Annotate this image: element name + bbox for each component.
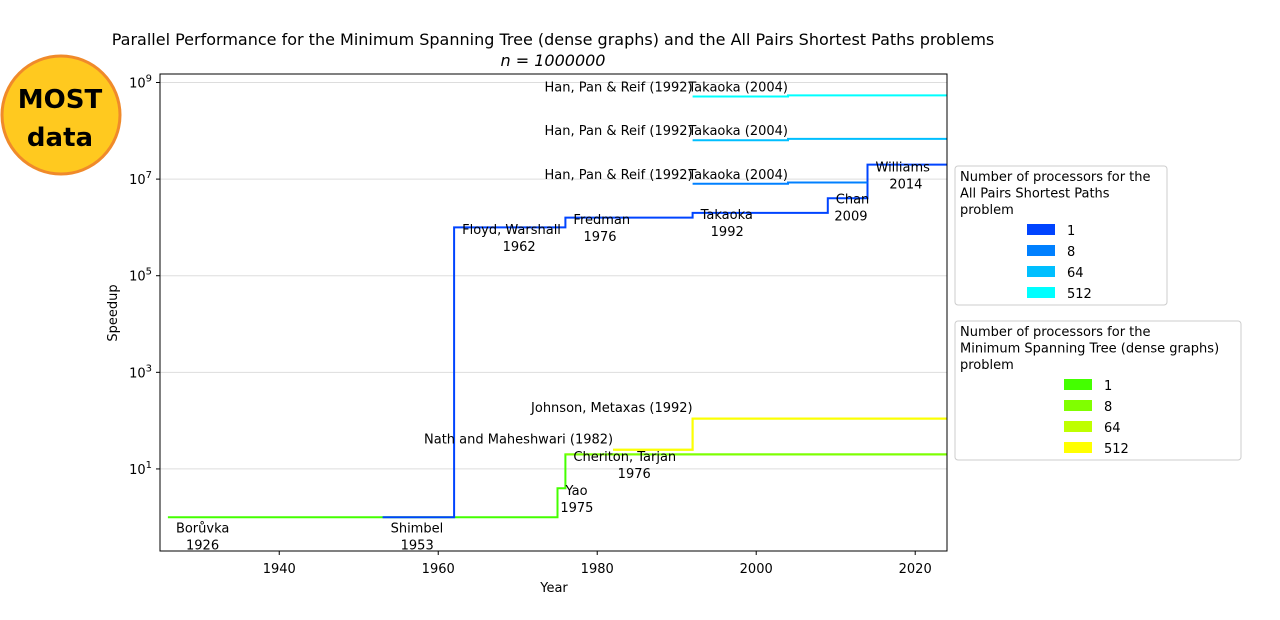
legend-swatch xyxy=(1027,266,1055,277)
legend-entry-label: 64 xyxy=(1067,266,1084,281)
y-tick-label: 101 xyxy=(129,460,152,478)
annotation-label: Takaoka (2004) xyxy=(687,124,788,139)
y-axis-label: Speedup xyxy=(106,284,121,341)
series-line-5 xyxy=(692,181,868,185)
y-tick-label: 103 xyxy=(129,363,152,381)
legend-title-line: Number of processors for the xyxy=(960,325,1151,340)
y-tick-label: 109 xyxy=(129,74,152,92)
legend-box xyxy=(954,165,1168,306)
annotation-label: Fredman 1976 xyxy=(573,213,630,245)
legend-entry-label: 8 xyxy=(1104,400,1112,415)
legend-swatch xyxy=(1027,245,1055,256)
legend-swatch xyxy=(1027,224,1055,235)
chart-title: Parallel Performance for the Minimum Spa… xyxy=(112,30,995,49)
y-tick-label: 107 xyxy=(129,170,152,188)
legend-swatch xyxy=(1064,442,1092,453)
legend-swatch xyxy=(1064,400,1092,411)
series-line-3 xyxy=(613,417,947,451)
legend-box xyxy=(954,320,1242,461)
series-lines xyxy=(167,94,947,519)
annotation-label: Borůvka 1926 xyxy=(176,522,229,554)
legend-title-line: All Pairs Shortest Paths xyxy=(960,187,1110,202)
annotation-label: Han, Pan & Reif (1992) xyxy=(545,81,693,96)
annotation-label: Han, Pan & Reif (1992) xyxy=(545,124,693,139)
legend-swatch xyxy=(1064,379,1092,390)
legend-title-line: problem xyxy=(960,203,1014,218)
x-tick-label: 2000 xyxy=(740,562,773,577)
legend-swatch xyxy=(1064,421,1092,432)
legend-entry-label: 64 xyxy=(1104,421,1121,436)
annotation-label: Shimbel 1953 xyxy=(391,522,444,554)
x-tick-label: 1960 xyxy=(422,562,455,577)
x-axis-label: Year xyxy=(539,581,568,596)
legend-entry-label: 512 xyxy=(1104,442,1129,457)
annotation-label: Takaoka (2004) xyxy=(687,81,788,96)
legend-apsp: Number of processors for the All Pairs Sh… xyxy=(954,165,1168,306)
grid-lines xyxy=(160,82,947,470)
series-line-2 xyxy=(613,417,947,451)
logo-badge xyxy=(0,54,122,176)
logo-line1: MOST xyxy=(18,85,103,115)
annotation-label: Cheriton, Tarjan 1976 xyxy=(573,450,676,482)
annotation-label: Han, Pan & Reif (1992) xyxy=(545,168,693,183)
logo-line2: data xyxy=(27,123,93,153)
y-tick-label: 105 xyxy=(129,267,152,285)
annotation-label: Takaoka 1992 xyxy=(700,208,753,240)
legend-title-line: problem xyxy=(960,358,1014,373)
annotation-label: Floyd, Warshall 1962 xyxy=(462,223,561,255)
annotation-label: Chan 2009 xyxy=(834,193,869,225)
legend-entry-label: 1 xyxy=(1067,224,1075,239)
legend-entry-label: 512 xyxy=(1067,287,1092,302)
legends: Number of processors for the All Pairs Sh… xyxy=(954,165,1242,461)
chart-subtitle: n = 1000000 xyxy=(501,51,606,70)
series-line-7 xyxy=(692,94,947,98)
legend-entry-label: 8 xyxy=(1067,245,1075,260)
annotation-label: Yao 1975 xyxy=(560,484,593,516)
x-tick-label: 1940 xyxy=(263,562,296,577)
series-line-6 xyxy=(692,137,947,142)
y-axis-ticks: 101 103 105 107 109 xyxy=(129,74,160,478)
series-line-4 xyxy=(382,163,947,519)
x-tick-label: 2020 xyxy=(899,562,932,577)
legend-entry-label: 1 xyxy=(1104,379,1112,394)
series-line-0 xyxy=(167,453,947,519)
annotation-label: Takaoka (2004) xyxy=(687,168,788,183)
legend-swatch xyxy=(1027,287,1055,298)
legend-title-line: Number of processors for the xyxy=(960,170,1151,185)
annotation-label: Johnson, Metaxas (1992) xyxy=(530,401,693,416)
annotation-label: Nath and Maheshwari (1982) xyxy=(424,432,613,447)
x-tick-label: 1980 xyxy=(581,562,614,577)
annotation-label: Williams 2014 xyxy=(876,160,931,192)
annotations: Borůvka 1926 Shimbel 1953 Floyd, Warshall 196… xyxy=(176,81,930,554)
x-axis-ticks: 1940 1960 1980 2000 2020 xyxy=(263,551,932,577)
most-data-logo: MOST data xyxy=(0,54,122,176)
legend-title-line: Minimum Spanning Tree (dense graphs) xyxy=(960,342,1219,357)
plot-frame xyxy=(159,73,948,552)
legend-mst: Number of processors for the Minimum Span… xyxy=(954,320,1242,461)
